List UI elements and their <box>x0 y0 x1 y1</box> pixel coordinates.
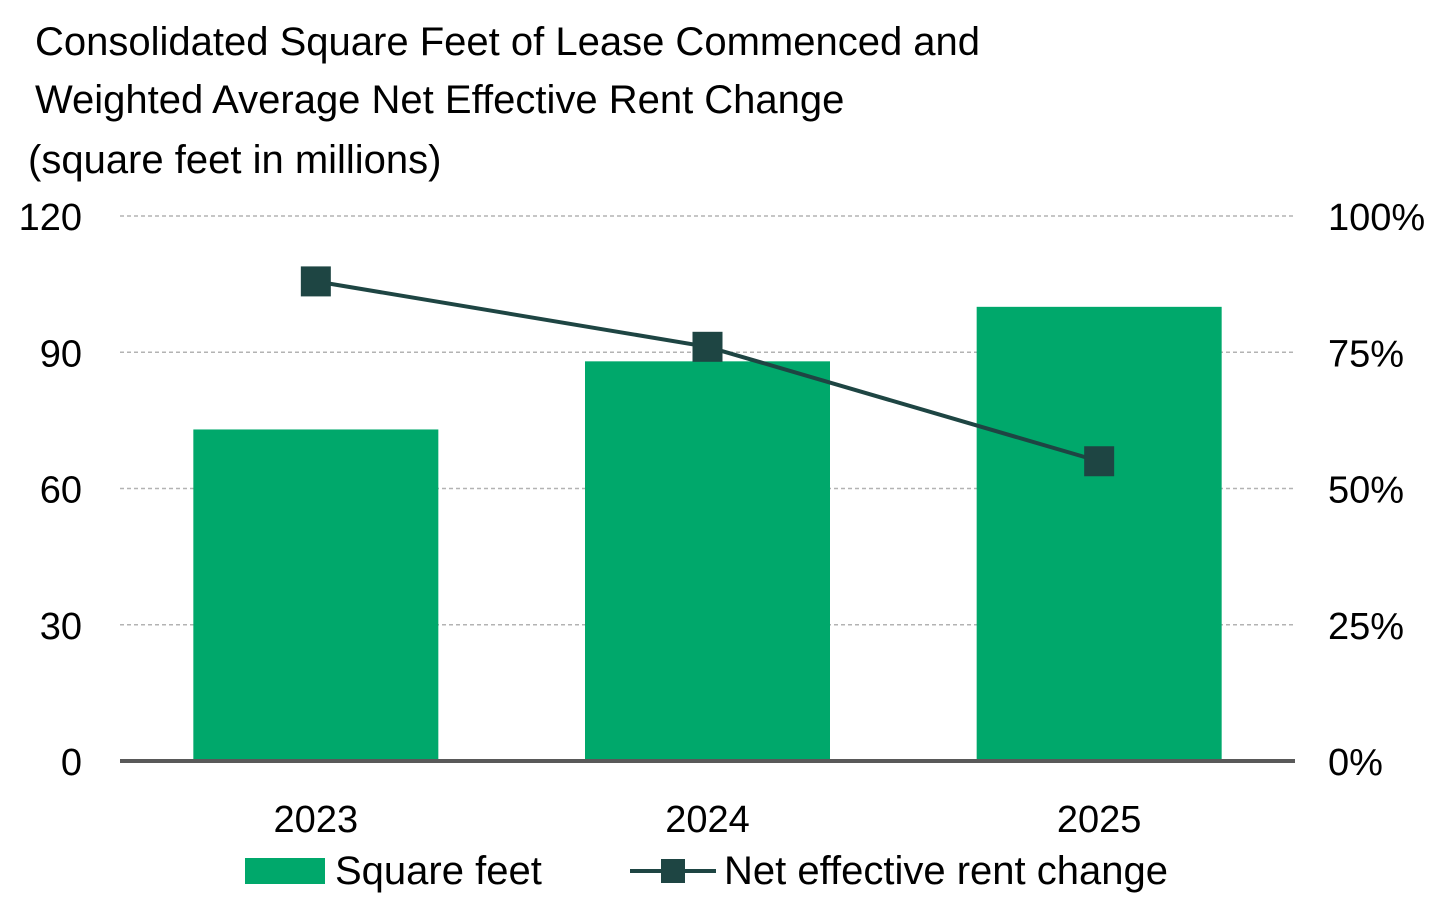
bar-square-feet <box>976 306 1222 761</box>
legend-square-marker <box>661 859 685 883</box>
line-marker <box>300 266 331 297</box>
y-right-tick-label: 100% <box>1328 197 1425 239</box>
legend-label-square-feet: Square feet <box>335 848 542 893</box>
y-right-tick-label: 50% <box>1328 470 1404 512</box>
chart-subtitle: (square feet in millions) <box>28 138 442 182</box>
y-right-tick-label: 75% <box>1328 333 1404 375</box>
legend-item-rent-change: Net effective rent change <box>630 846 1168 896</box>
y-left-tick-label: 90 <box>40 333 82 375</box>
line-marker <box>1084 446 1115 477</box>
y-left-tick-label: 30 <box>40 606 82 648</box>
bar-square-feet <box>585 361 830 761</box>
legend-swatch-bar <box>245 858 325 884</box>
legend-swatch-line <box>630 856 716 886</box>
y-left-tick-label: 0 <box>61 742 82 784</box>
y-right-tick-label: 0% <box>1328 742 1383 784</box>
y-right-tick-label: 25% <box>1328 606 1404 648</box>
bar-square-feet <box>193 429 439 761</box>
y-left-tick-label: 120 <box>19 197 82 239</box>
line-marker <box>692 331 723 362</box>
legend-item-square-feet: Square feet <box>245 846 542 896</box>
chart-title-line-1: Consolidated Square Feet of Lease Commen… <box>35 20 981 64</box>
chart-title-line-2: Weighted Average Net Effective Rent Chan… <box>35 78 845 122</box>
x-tick-label: 2024 <box>665 799 750 841</box>
legend-label-rent-change: Net effective rent change <box>724 848 1168 893</box>
x-tick-label: 2025 <box>1057 799 1142 841</box>
y-left-tick-label: 60 <box>40 470 82 512</box>
x-tick-label: 2023 <box>274 799 359 841</box>
